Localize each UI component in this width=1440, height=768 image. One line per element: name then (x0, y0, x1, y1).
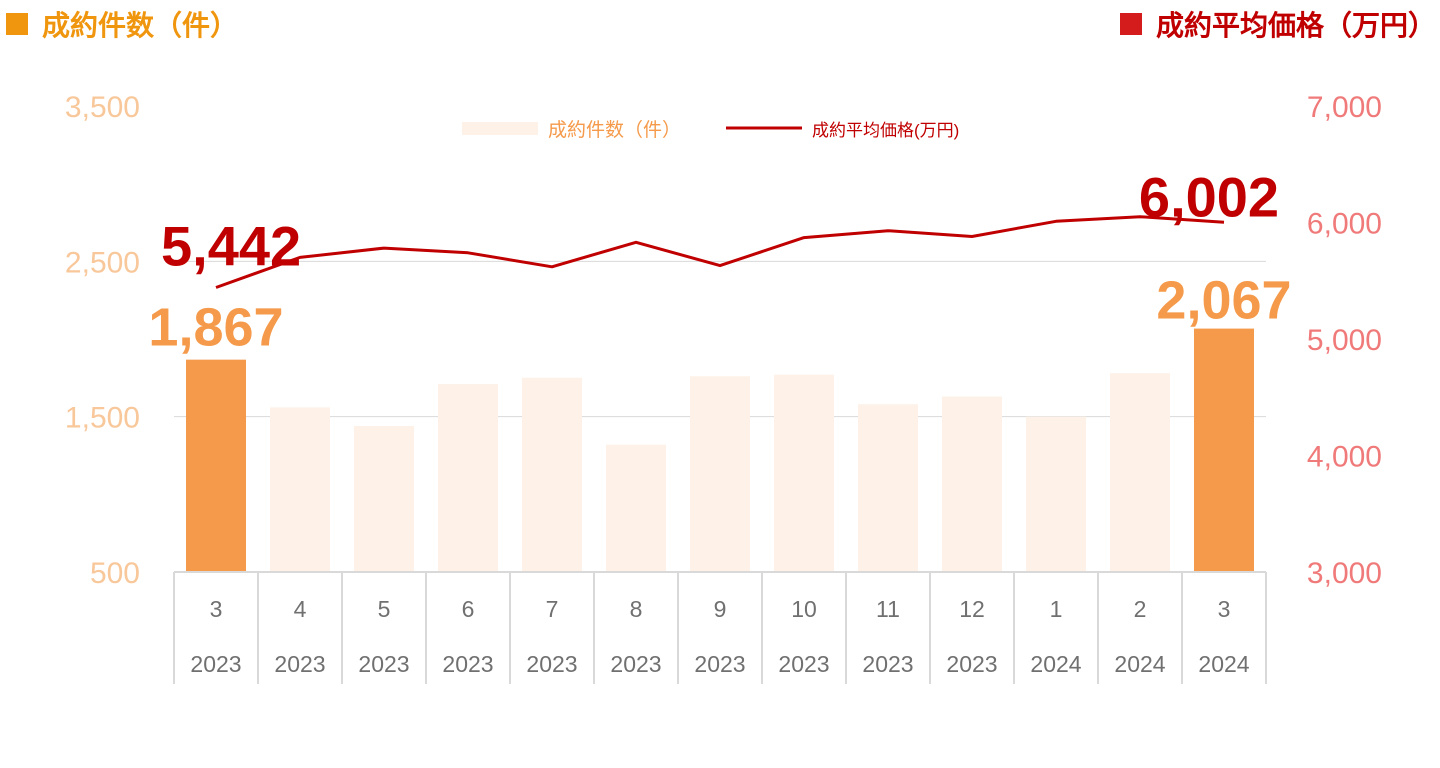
year-label: 2023 (778, 651, 829, 677)
line-axis-title-text: 成約平均価格（万円） (1155, 9, 1436, 42)
bar (858, 404, 918, 572)
x-axis: 3 2023 4 2023 5 2023 6 2023 7 2023 8 2023 9 2023 10 202… (173, 571, 1267, 684)
bar (774, 374, 834, 572)
month-label: 1 (1050, 596, 1063, 622)
month-label: 11 (876, 596, 900, 622)
line-legend-square-icon (1119, 13, 1142, 35)
bar (270, 407, 330, 572)
left-tick-label: 2,500 (65, 246, 140, 279)
year-label: 2024 (1030, 651, 1081, 677)
bar-axis-title: 成約件数（件） (6, 4, 238, 44)
month-label: 7 (546, 596, 559, 622)
line-axis-title: 成約平均価格（万円） (1119, 4, 1436, 44)
legend: 成約件数（件） 成約平均価格(万円) (462, 119, 959, 141)
month-label: 3 (1218, 596, 1231, 622)
month-label: 2 (1134, 596, 1147, 622)
year-label: 2024 (1198, 651, 1249, 677)
bar (606, 444, 666, 572)
bar (522, 377, 582, 572)
bar-value-label-first: 1,867 (148, 298, 283, 358)
left-tick-label: 3,500 (65, 91, 140, 124)
line-value-label-first: 5,442 (161, 215, 301, 278)
year-label: 2023 (946, 651, 997, 677)
bar (942, 396, 1002, 572)
price-line (215, 215, 1225, 289)
left-tick-label: 500 (90, 557, 140, 590)
bar (1110, 373, 1170, 572)
data-labels: 1,867 2,067 5,442 6,002 (148, 165, 1291, 357)
bar (690, 376, 750, 572)
right-tick-label: 3,000 (1307, 557, 1382, 590)
month-label: 12 (959, 596, 985, 622)
month-label: 5 (378, 596, 391, 622)
month-label: 6 (462, 596, 475, 622)
year-label: 2023 (442, 651, 493, 677)
legend-bar-label: 成約件数（件） (548, 119, 681, 141)
month-label: 4 (294, 596, 307, 622)
right-y-axis: 3,000 4,000 5,000 6,000 7,000 (1307, 91, 1382, 590)
bar (1026, 416, 1086, 572)
legend-line-label: 成約平均価格(万円) (812, 121, 959, 140)
bar-legend-square-icon (6, 13, 28, 35)
year-label: 2023 (358, 651, 409, 677)
bar-series (186, 328, 1254, 572)
month-label: 10 (791, 596, 817, 622)
month-label: 8 (630, 596, 643, 622)
year-label: 2023 (526, 651, 577, 677)
bar-axis-title-text: 成約件数（件） (42, 9, 239, 42)
line-series (215, 215, 1225, 289)
bar (438, 384, 498, 572)
legend-bar-swatch (462, 122, 538, 135)
year-label: 2023 (190, 651, 241, 677)
month-label: 9 (714, 596, 727, 622)
month-label: 3 (210, 596, 223, 622)
left-tick-label: 1,500 (65, 402, 140, 435)
left-y-axis: 500 1,500 2,500 3,500 (65, 91, 140, 590)
line-value-label-last: 6,002 (1139, 165, 1279, 228)
year-label: 2024 (1114, 651, 1165, 677)
bar (354, 425, 414, 572)
right-tick-label: 5,000 (1307, 324, 1382, 357)
year-label: 2023 (610, 651, 661, 677)
bar-value-label-last: 2,067 (1156, 271, 1291, 331)
right-tick-label: 6,000 (1307, 208, 1382, 241)
right-tick-label: 7,000 (1307, 91, 1382, 124)
year-label: 2023 (694, 651, 745, 677)
bar (1194, 328, 1254, 572)
bar (186, 359, 246, 572)
year-label: 2023 (274, 651, 325, 677)
year-label: 2023 (862, 651, 913, 677)
right-tick-label: 4,000 (1307, 441, 1382, 474)
